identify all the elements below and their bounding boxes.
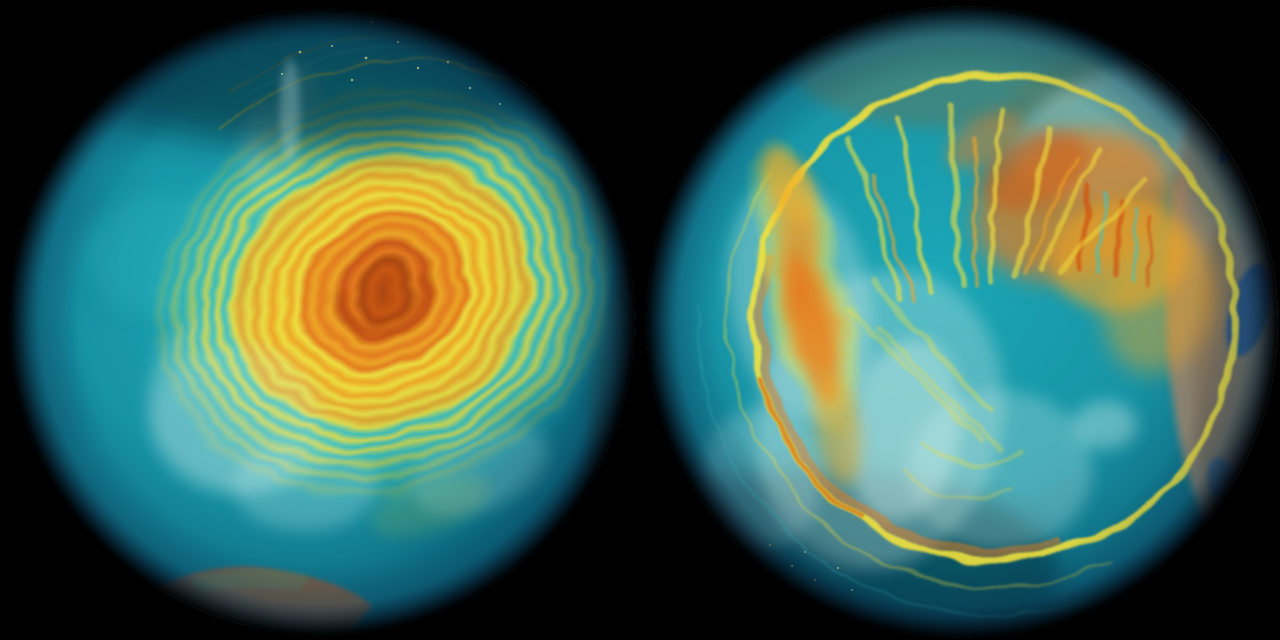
left-globe: [9, 9, 635, 635]
right-globe: [646, 6, 1278, 638]
limb-shading: [9, 9, 635, 635]
limb-shading: [646, 6, 1278, 638]
